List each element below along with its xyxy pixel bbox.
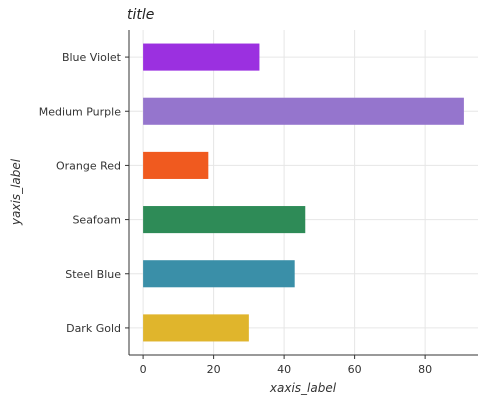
- y-axis-label: yaxis_label: [9, 158, 23, 226]
- chart-title: title: [127, 7, 154, 23]
- x-tick-label: 0: [140, 363, 147, 376]
- x-tick-label: 80: [418, 363, 432, 376]
- x-tick-label: 60: [348, 363, 362, 376]
- bar-orange-red: [143, 151, 209, 179]
- y-tick-label: Orange Red: [56, 159, 121, 172]
- x-axis-label: xaxis_label: [269, 381, 337, 395]
- bar-dark-gold: [143, 314, 249, 342]
- x-tick-label: 40: [277, 363, 291, 376]
- y-tick-label: Seafoam: [72, 214, 121, 227]
- y-tick-label: Blue Violet: [62, 51, 122, 64]
- y-axis-ticks: Dark Gold Steel Blue Seafoam Orange Red Medi…: [39, 51, 129, 335]
- bar-steel-blue: [143, 260, 295, 288]
- bar-blue-violet: [143, 43, 260, 71]
- bar-medium-purple: [143, 97, 464, 125]
- y-tick-label: Steel Blue: [65, 268, 121, 281]
- bar-seafoam: [143, 206, 306, 234]
- y-tick-label: Dark Gold: [66, 322, 121, 335]
- x-tick-label: 20: [207, 363, 221, 376]
- y-tick-label: Medium Purple: [39, 105, 121, 118]
- x-axis-ticks: 0 20 40 60 80: [140, 355, 432, 376]
- grid: [129, 30, 478, 355]
- bars: [143, 43, 464, 342]
